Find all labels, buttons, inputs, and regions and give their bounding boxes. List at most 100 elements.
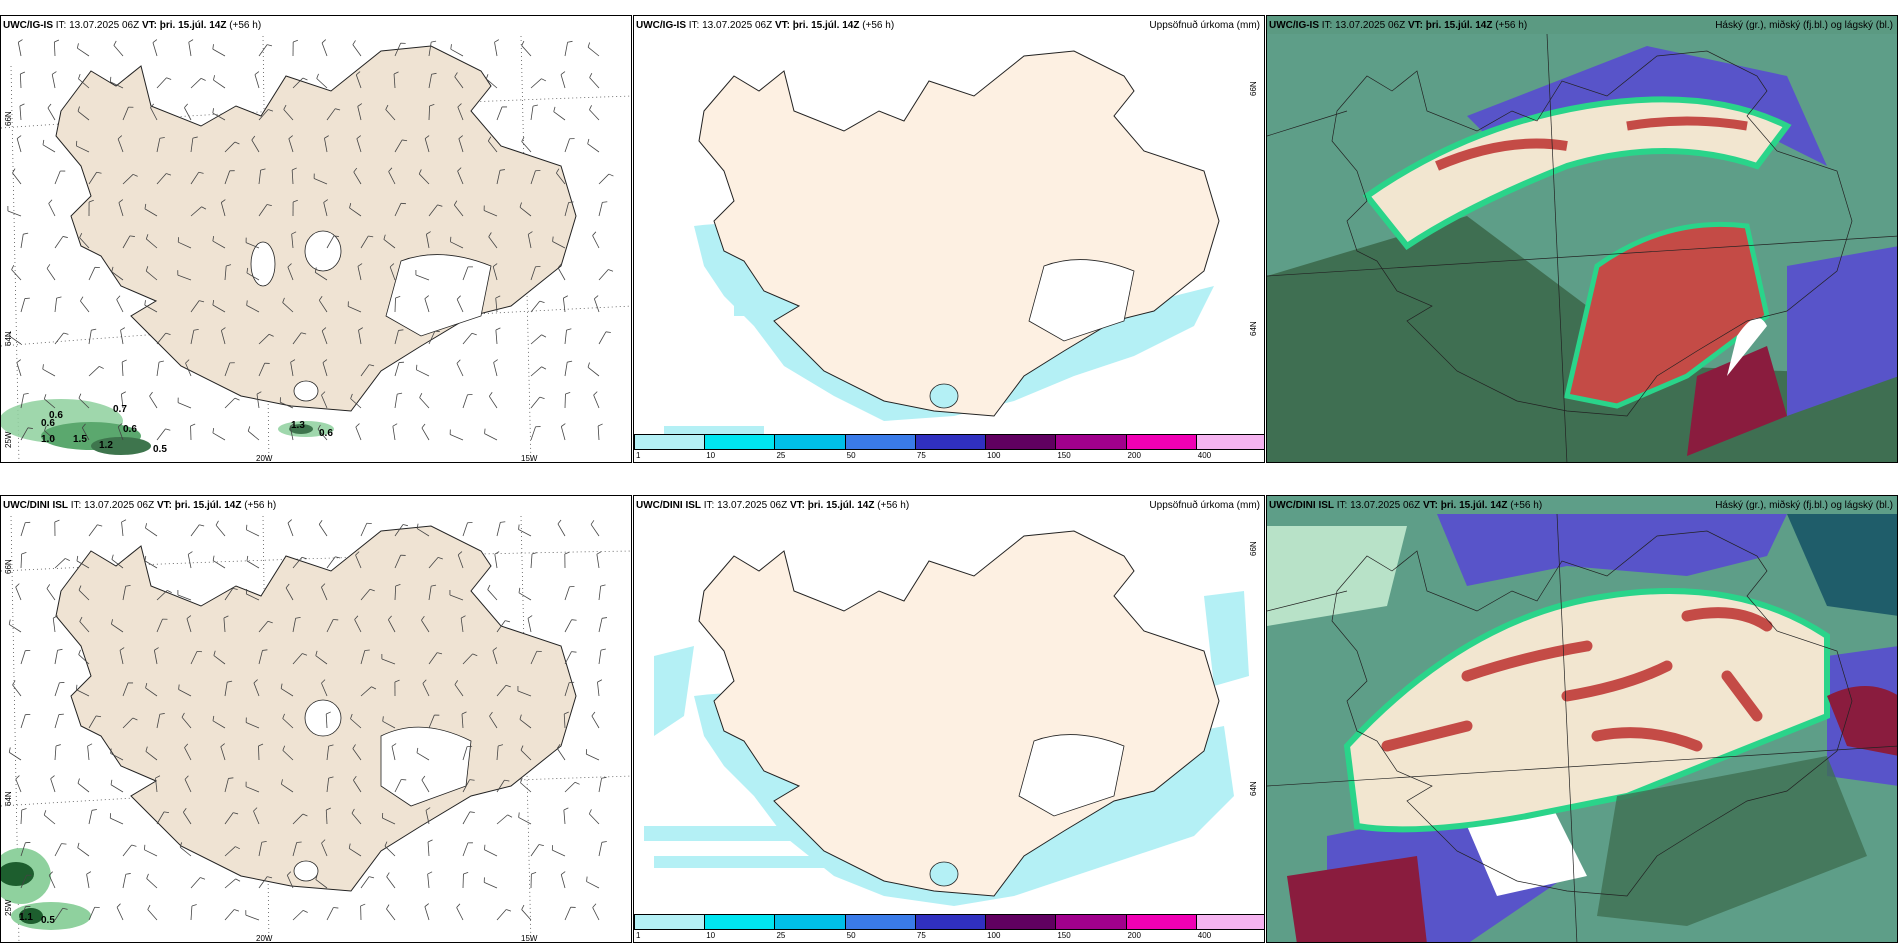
wind-barb-flag [587, 362, 590, 368]
wind-barb-flag [597, 679, 603, 683]
wind-barb [586, 881, 600, 889]
wind-barb [325, 809, 328, 825]
wind-barb [562, 298, 566, 313]
wind-barb [393, 74, 396, 89]
lon-label: 25W [4, 899, 13, 916]
wind-barb [530, 366, 542, 377]
wind-barb [394, 203, 402, 217]
wind-barb [46, 588, 56, 601]
wind-barb-flag [117, 135, 123, 140]
wind-barb [190, 78, 202, 89]
wind-barb-flag [520, 745, 524, 751]
wind-barb [323, 202, 328, 217]
colorbar-tick: 10 [706, 451, 716, 460]
wind-barb [428, 331, 436, 345]
wind-barb-flag [500, 521, 506, 523]
wind-barb-flag [223, 615, 229, 619]
wind-barb-flag [91, 809, 97, 811]
lon-label: 15W [521, 934, 538, 943]
wind-barb-flag [201, 206, 207, 210]
wind-barb-flag [531, 552, 537, 555]
wind-barb-flag [335, 108, 341, 111]
wind-barb-flag [16, 135, 22, 139]
wind-barb-flag [221, 327, 226, 331]
wind-barb [54, 843, 62, 857]
wind-barb [54, 298, 58, 313]
wind-barb [488, 396, 498, 409]
wind-barb [224, 682, 228, 697]
wind-barb-flag [416, 523, 419, 529]
wind-barb-flag [528, 231, 533, 235]
wind-barb [530, 426, 536, 441]
wind-barb [224, 812, 234, 825]
wind-barb [394, 394, 398, 409]
wind-barb [418, 173, 430, 185]
wind-barb-flag [77, 106, 80, 112]
wind-barb-flag [78, 73, 81, 79]
wind-barb [16, 138, 22, 153]
wind-barb-flag [315, 650, 318, 656]
wind-barb [483, 210, 498, 217]
wind-barb [381, 658, 396, 665]
wind-barb [484, 433, 498, 441]
wind-barb-flag [321, 583, 326, 588]
wind-barb [389, 266, 396, 281]
wind-barb-flag [232, 587, 238, 590]
wind-barb-flag [492, 647, 498, 651]
wind-barb [213, 655, 226, 665]
wind-barb-flag [46, 584, 51, 589]
wind-barb [282, 750, 294, 761]
wind-barb [212, 112, 226, 121]
wind-barb [186, 618, 192, 633]
wind-barb-flag [520, 777, 523, 783]
wind-barb [245, 722, 260, 729]
wind-barb [224, 141, 236, 153]
wind-barb [564, 781, 576, 793]
wind-barb [224, 909, 235, 921]
wind-barb [428, 714, 435, 729]
wind-barb-flag [246, 555, 249, 561]
wind-barb-flag [44, 425, 47, 431]
wind-barb-flag [324, 135, 329, 139]
wind-barb-flag [350, 713, 353, 719]
wind-barb-flag [600, 648, 606, 651]
wind-barb-flag [191, 904, 197, 907]
wind-barb [563, 810, 566, 825]
wind-barb [122, 106, 129, 121]
lat-label: 64N [1249, 321, 1258, 336]
wind-barb-flag [421, 615, 425, 621]
wind-barb [484, 849, 498, 857]
wind-barb-flag [421, 775, 426, 781]
wind-value: 0.5 [41, 915, 55, 926]
wind-barb-flag [521, 40, 525, 46]
wind-barb [456, 363, 464, 377]
wind-barb-flag [538, 844, 544, 847]
wind-barb [246, 305, 260, 313]
wind-barb [78, 589, 90, 601]
wind-barb [597, 426, 600, 441]
wind-barb-flag [91, 328, 97, 331]
wind-barb-flag [15, 583, 20, 588]
lon-label: 20W [256, 454, 273, 463]
wind-barb-flag [302, 910, 308, 913]
wind-barb [461, 714, 464, 729]
wind-barb [425, 810, 430, 825]
wind-barb [76, 560, 90, 569]
colorbar-tick: 150 [1057, 931, 1071, 940]
wind-barb [462, 811, 471, 825]
wind-barb [145, 270, 158, 281]
wind-barb [116, 907, 124, 921]
wind-barb [258, 204, 268, 217]
wind-barb [190, 651, 198, 665]
wind-barb [587, 46, 600, 57]
wind-barb-flag [145, 746, 148, 752]
wind-barb-flag [54, 519, 60, 523]
wind-barb-flag [62, 236, 68, 238]
wind-barb-flag [424, 295, 430, 299]
wind-barb [88, 267, 96, 281]
wind-barb [386, 876, 396, 889]
wind-barb [291, 234, 294, 249]
wind-barb-flag [78, 585, 82, 591]
wind-barb-flag [301, 556, 307, 560]
wind-barb-flag [601, 776, 607, 779]
